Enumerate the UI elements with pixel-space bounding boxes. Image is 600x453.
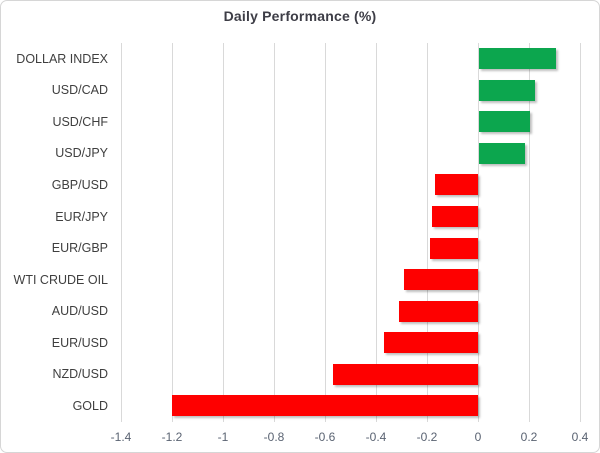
gridline [273,43,275,422]
x-tick-label: 0.2 [520,430,538,444]
category-label: GOLD [72,398,108,413]
category-label: USD/JPY [55,146,108,161]
bar [434,174,478,196]
bar [479,142,525,164]
category-label: EUR/JPY [55,209,108,224]
gridline [222,43,224,422]
chart-title: Daily Performance (%) [223,8,377,24]
bar [404,269,478,291]
x-tick-label: -1.2 [161,430,183,444]
bar [172,395,478,417]
bar [383,332,478,354]
x-tick-label: -1.4 [110,430,132,444]
category-label: USD/CHF [52,114,108,129]
category-label: DOLLAR INDEX [16,51,108,66]
category-label: GBP/USD [51,177,108,192]
x-tick-label: -1 [217,430,229,444]
gridline [171,43,173,422]
bar [479,79,536,101]
bar [398,300,478,322]
gridline [324,43,326,422]
bar [432,206,478,228]
category-label: EUR/GBP [51,241,108,256]
bar [479,48,556,70]
x-tick-label: -0.6 [314,430,336,444]
x-tick-label: -0.8 [263,430,285,444]
gridline [477,43,479,422]
gridline [426,43,428,422]
x-tick-label: -0.4 [365,430,387,444]
x-tick-label: 0.4 [571,430,589,444]
bar [332,363,478,385]
x-tick-label: 0 [474,430,482,444]
category-label: WTI CRUDE OIL [13,272,108,287]
category-label: NZD/USD [52,367,108,382]
gridline [528,43,530,422]
gridline [120,43,122,422]
gridline [579,43,581,422]
category-label: USD/CAD [51,83,108,98]
category-label: EUR/USD [51,335,108,350]
gridline [375,43,377,422]
x-tick-label: -0.2 [416,430,438,444]
bar [479,111,530,133]
bar [429,237,478,259]
category-label: AUD/USD [51,304,108,319]
